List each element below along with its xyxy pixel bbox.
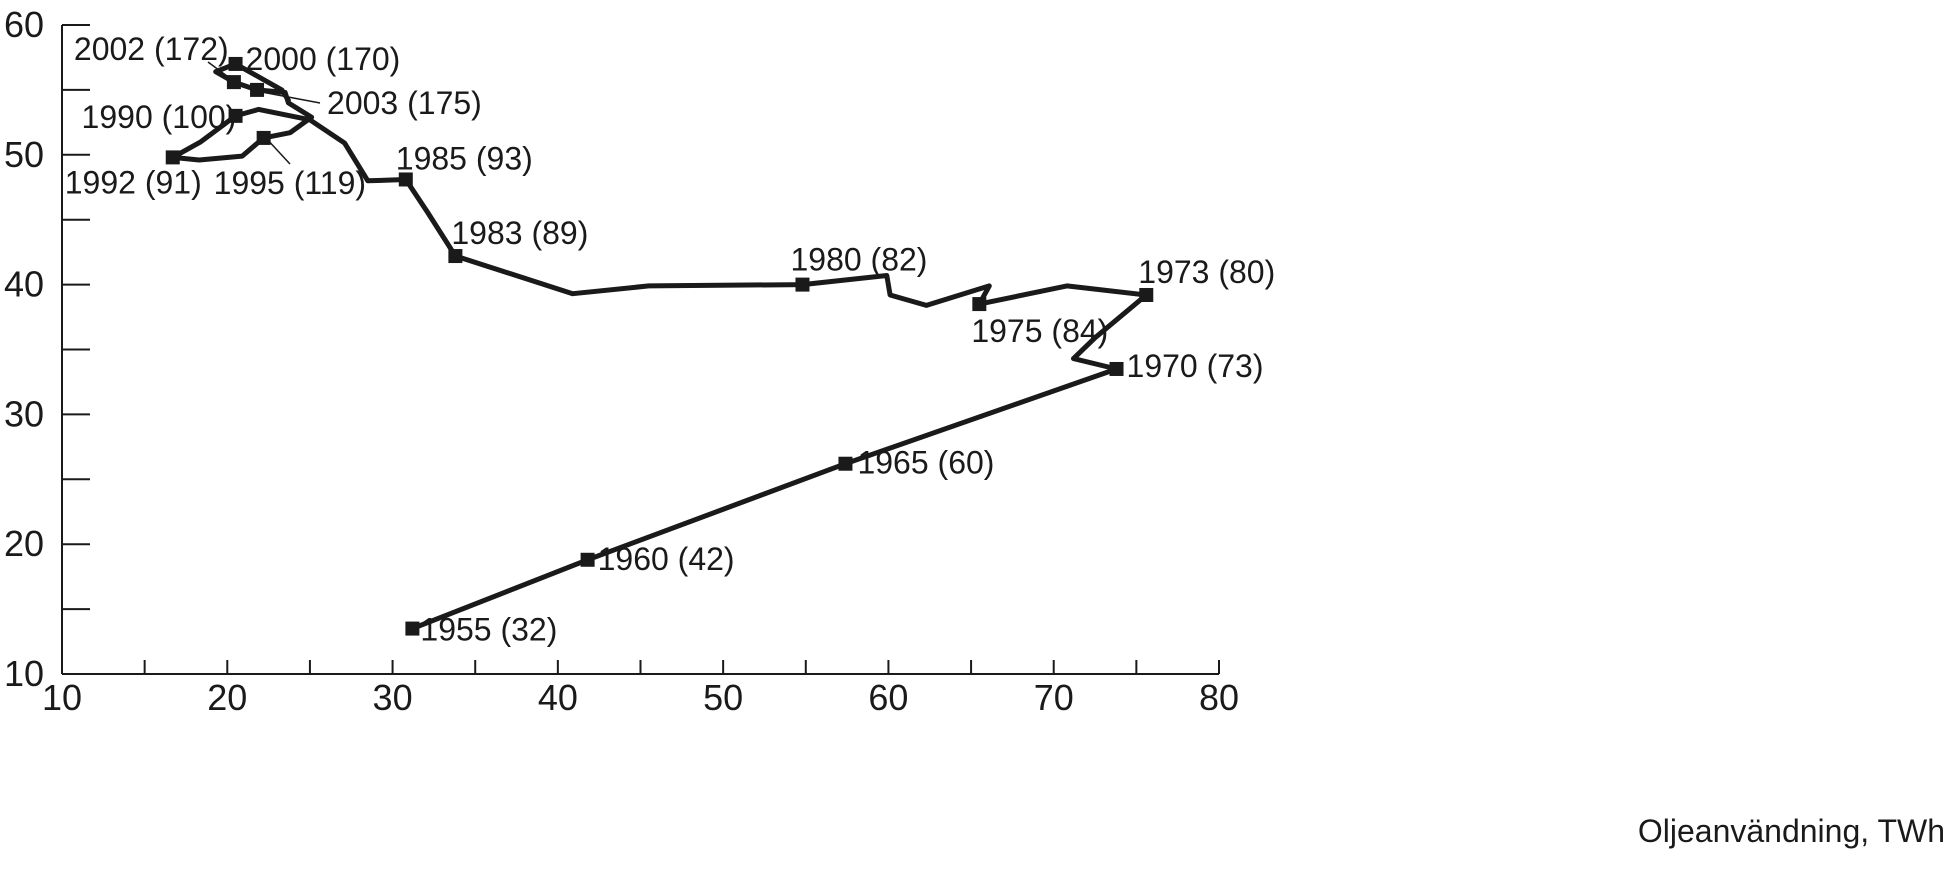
data-point-marker [405,621,420,636]
data-point-marker [972,297,987,312]
data-point-marker [448,249,463,264]
data-point-marker [580,552,595,567]
data-point-marker [250,82,265,97]
data-point-marker [398,172,413,187]
data-point-marker [795,277,810,292]
data-label: 2000 (170) [246,41,401,77]
data-label: 1980 (82) [790,242,927,278]
x-tick-label: 20 [207,677,247,718]
data-point-marker [228,108,243,123]
data-label: 1995 (119) [214,165,366,201]
x-tick-label: 60 [868,677,908,718]
data-label: 1992 (91) [65,164,202,200]
data-point-marker [1139,287,1154,302]
y-tick-label: 40 [4,264,44,305]
x-tick-label: 30 [373,677,413,718]
data-point-marker [165,150,180,165]
data-label: 2003 (175) [327,85,482,121]
data-label: 1965 (60) [857,445,994,481]
x-tick-label: 10 [42,677,82,718]
data-label: 1983 (89) [451,215,588,251]
leader-line [260,91,321,104]
data-label: 2002 (172) [74,31,229,67]
x-tick-label: 50 [703,677,743,718]
tick-marks [61,24,1220,675]
y-tick-label: 50 [4,134,44,175]
y-tick-label: 20 [4,523,44,564]
y-tick-label: 60 [4,4,44,45]
x-tick-label: 40 [538,677,578,718]
x-axis-title: Oljeanvändning, TWh [1638,813,1945,849]
data-point-marker [228,56,243,71]
y-tick-label: 10 [4,653,44,694]
data-markers [165,56,1154,636]
data-point-marker [1109,361,1124,376]
data-label: 1985 (93) [396,140,533,176]
x-tick-label: 80 [1199,677,1239,718]
data-point-marker [226,75,241,90]
data-point-marker [256,130,271,145]
leader-line [267,139,291,165]
data-labels: 1955 (32) 1960 (42) 1965 (60) 1970 (73) 1973… [65,31,1276,647]
data-label: 1955 (32) [420,612,557,648]
x-tick-label: 70 [1034,677,1074,718]
data-label: 1973 (80) [1138,254,1275,290]
data-label: 1970 (73) [1127,348,1264,384]
series-line-group [170,61,1149,632]
data-label: 1960 (42) [598,541,735,577]
tick-labels: 10 20 30 40 50 60 70 80 10 20 30 40 50 60 [4,4,1239,718]
data-point-marker [838,456,853,471]
data-label: 1975 (84) [971,313,1108,349]
y-tick-label: 30 [4,393,44,434]
series-line [170,61,1149,632]
data-label: 1990 (100) [82,99,237,135]
